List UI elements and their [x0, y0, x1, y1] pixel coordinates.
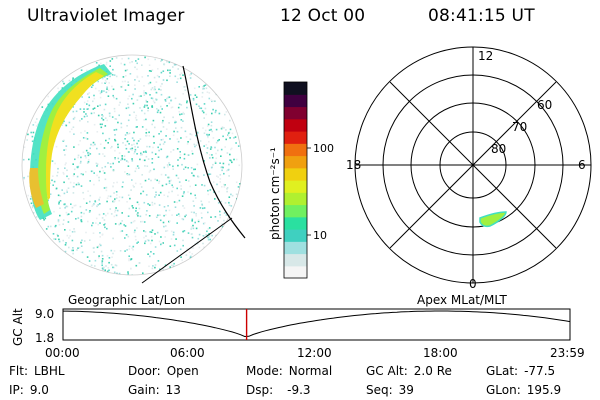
- dsp-value: -9.3: [287, 383, 311, 397]
- colorbar-swatch: [284, 118, 307, 132]
- colorbar-swatch: [284, 216, 307, 230]
- colorbar-swatch: [284, 131, 307, 144]
- time-label: 08:41:15 UT: [428, 6, 535, 26]
- colorbar-unit-label: photon cm⁻²s⁻¹: [268, 147, 282, 240]
- door-label: Door:: [128, 364, 161, 378]
- uv-image-panel: [21, 54, 246, 284]
- glat-label: GLat:: [486, 364, 519, 378]
- meridian-line: [141, 217, 233, 284]
- colorbar-swatch: [284, 192, 307, 206]
- timeline-y-label: GC Alt: [11, 308, 25, 346]
- colorbar-swatch: [284, 143, 307, 157]
- colorbar-swatch: [284, 94, 307, 108]
- lat-label-80: 80: [491, 142, 506, 156]
- glon-field: GLon: 195.9: [486, 383, 561, 397]
- polar-panel-label: Apex MLat/MLT: [417, 293, 507, 307]
- timeline-ytick-9: 9.0: [35, 307, 54, 321]
- mode-label: Mode:: [246, 364, 283, 378]
- mode-field: Mode: Normal: [246, 364, 332, 378]
- colorbar-swatch: [284, 180, 307, 193]
- terminator-line: [182, 65, 246, 239]
- door-value: Open: [166, 364, 199, 378]
- seq-field: Seq: 39: [366, 383, 414, 397]
- dsp-label: Dsp:: [246, 383, 274, 397]
- dsp-field: Dsp: -9.3: [246, 383, 311, 397]
- polar-grid-panel: 12 18 6 0 60 70 80: [346, 46, 592, 291]
- timeline-frame: [62, 308, 571, 341]
- colorbar: 100 10 photon cm⁻²s⁻¹: [268, 81, 334, 279]
- glon-label: GLon:: [486, 383, 521, 397]
- glon-value: 195.9: [526, 383, 562, 397]
- colorbar-swatch: [284, 82, 307, 95]
- gain-field: Gain: 13: [128, 383, 181, 397]
- timeline-xtick-1200: 12:00: [297, 346, 332, 360]
- colorbar-swatch: [284, 241, 307, 255]
- mlt-label-6: 6: [578, 158, 586, 172]
- lat-label-60: 60: [537, 98, 552, 112]
- mode-value: Normal: [288, 364, 333, 378]
- mlt-label-0: 0: [469, 277, 477, 291]
- orbit-altitude-curve: [63, 310, 571, 338]
- flt-label: Flt:: [9, 364, 28, 378]
- timeline-xtick-2359: 23:59: [550, 346, 585, 360]
- orbit-timeline: GC Alt 9.0 1.8 00:00 06:00 12:00 18:00 2…: [11, 307, 585, 360]
- seq-value: 39: [398, 383, 414, 397]
- lat-label-70: 70: [512, 120, 527, 134]
- colorbar-tick-100: 100: [313, 142, 334, 155]
- image-panel-label: Geographic Lat/Lon: [68, 293, 185, 307]
- timeline-xtick-0600: 06:00: [170, 346, 205, 360]
- colorbar-swatch: [284, 106, 307, 120]
- app-title: Ultraviolet Imager: [27, 6, 185, 26]
- ip-field: IP: 9.0: [9, 383, 49, 397]
- timeline-xtick-1800: 18:00: [423, 346, 458, 360]
- colorbar-swatch: [284, 167, 307, 181]
- mlt-label-18: 18: [346, 158, 361, 172]
- polar-oval-emission: [479, 211, 507, 228]
- colorbar-tick-10: 10: [313, 229, 327, 242]
- seq-label: Seq:: [366, 383, 393, 397]
- flt-field: Flt: LBHL: [9, 364, 65, 378]
- ip-value: 9.0: [29, 383, 49, 397]
- glat-field: GLat: -77.5: [486, 364, 555, 378]
- colorbar-swatch: [284, 229, 307, 242]
- glat-value: -77.5: [524, 364, 556, 378]
- timeline-xtick-0000: 00:00: [45, 346, 80, 360]
- door-field: Door: Open: [128, 364, 199, 378]
- timeline-ytick-1.8: 1.8: [35, 331, 54, 345]
- gain-label: Gain:: [128, 383, 160, 397]
- gcalt-value: 2.0 Re: [413, 364, 452, 378]
- mlt-label-12: 12: [478, 49, 493, 63]
- flt-value: LBHL: [33, 364, 65, 378]
- image-disk: [22, 55, 242, 275]
- gain-value: 13: [165, 383, 181, 397]
- colorbar-swatch: [284, 204, 307, 218]
- colorbar-swatch: [284, 265, 307, 279]
- auroral-oval-emission: [29, 64, 112, 220]
- ip-label: IP:: [9, 383, 24, 397]
- gcalt-label: GC Alt:: [366, 364, 408, 378]
- colorbar-swatch: [284, 253, 307, 267]
- date-label: 12 Oct 00: [280, 6, 366, 26]
- colorbar-swatch: [284, 155, 307, 169]
- gcalt-field: GC Alt: 2.0 Re: [366, 364, 452, 378]
- colorbar-swatches: [284, 82, 307, 279]
